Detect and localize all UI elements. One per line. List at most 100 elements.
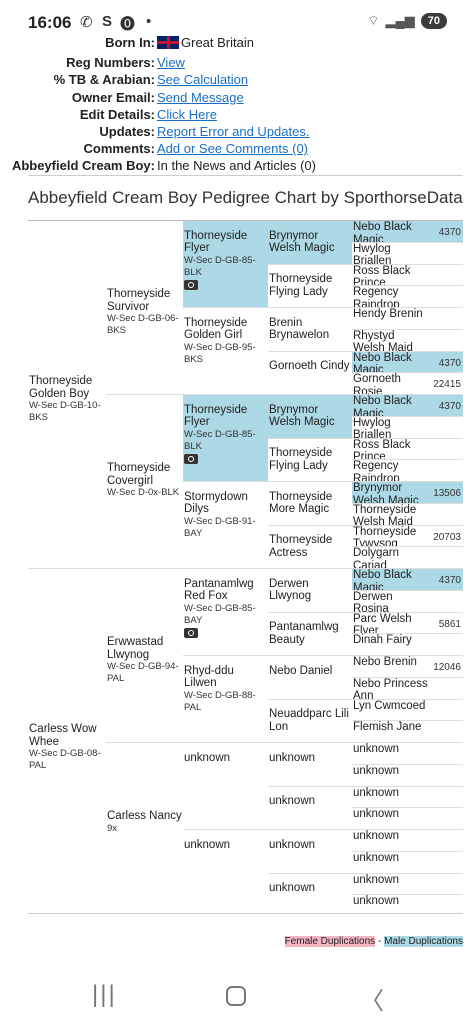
pedigree-g5-16[interactable]: Nebo Black Magic 4370 xyxy=(352,569,463,590)
comments-link[interactable]: Add or See Comments (0) xyxy=(157,141,309,156)
horse-name: unknown xyxy=(269,751,316,764)
horse-name: Nebo Black Magic xyxy=(353,569,412,590)
camera-icon[interactable] xyxy=(184,279,198,290)
pedigree-g5-24[interactable]: unknown xyxy=(352,743,463,764)
pedigree-g5-29[interactable]: unknown xyxy=(352,852,463,873)
pedigree-g4-3[interactable]: Gornoeth Cindy xyxy=(268,352,352,395)
pedigree-cell-content: Nebo Brenin xyxy=(353,656,428,669)
horse-name: Derwen Rosina xyxy=(353,590,393,612)
pedigree-divider xyxy=(352,655,463,656)
pedigree-g4-7[interactable]: Thorneyside Actress xyxy=(268,526,352,569)
pedigree-g5-23[interactable]: Flemish Jane xyxy=(352,721,463,742)
camera-icon[interactable] xyxy=(184,627,198,638)
pedigree-g2-0[interactable]: Thorneyside Survivor W-Sec D-GB-06-BKS xyxy=(106,221,183,394)
pedigree-cell-content: Neuaddparc Lili Lon xyxy=(269,708,351,733)
pedigree-g5-27[interactable]: unknown xyxy=(352,808,463,829)
horse-name: Brynymor Welsh Magic xyxy=(269,229,335,255)
pedigree-g3-0[interactable]: Thorneyside Flyer W-Sec D-GB-85-BLK xyxy=(183,221,268,307)
pedigree-g1-1[interactable]: Carless Wow Whee W-Sec D-GB-08-PAL xyxy=(28,569,106,916)
pedigree-g4-8[interactable]: Derwen Llwynog xyxy=(268,569,352,612)
pedigree-g5-3[interactable]: Regency Raindrop xyxy=(352,286,463,307)
back-button[interactable]: 〈 xyxy=(360,988,384,1015)
pedigree-g5-1[interactable]: Hwylog Briallen xyxy=(352,243,463,264)
pedigree-g2-2[interactable]: Erwwastad Llwynog W-Sec D-GB-94-PAL xyxy=(106,569,183,742)
click-here-link[interactable]: Click Here xyxy=(157,107,217,122)
pedigree-g5-30[interactable]: unknown xyxy=(352,874,463,895)
pedigree-g5-4[interactable]: Hendy Brenin xyxy=(352,308,463,329)
comments-label: Comments: xyxy=(83,141,155,156)
pedigree-g3-7[interactable]: unknown xyxy=(183,830,268,916)
pedigree-top-rule xyxy=(28,220,463,221)
pedigree-g4-12[interactable]: unknown xyxy=(268,743,352,786)
pedigree-g2-1[interactable]: Thorneyside Covergirl W-Sec D-0x-BLK xyxy=(106,395,183,568)
camera-icon[interactable] xyxy=(184,453,198,464)
pedigree-g3-6[interactable]: unknown xyxy=(183,743,268,829)
pedigree-g5-21[interactable]: Nebo Princess Ann xyxy=(352,678,463,699)
horse-id-number: 20703 xyxy=(433,531,461,543)
pedigree-g3-1[interactable]: Thorneyside Golden Girl W-Sec D-GB-95-BKS xyxy=(183,308,268,394)
pedigree-g5-11[interactable]: Regency Raindrop xyxy=(352,460,463,481)
home-button[interactable] xyxy=(226,986,246,1006)
pedigree-g5-8[interactable]: Nebo Black Magic 4370 xyxy=(352,395,463,416)
pedigree-divider xyxy=(352,611,463,613)
pedigree-g5-26[interactable]: unknown xyxy=(352,787,463,808)
pedigree-g5-9[interactable]: Hwylog Briallen xyxy=(352,417,463,438)
pedigree-g5-31[interactable]: unknown xyxy=(352,895,463,916)
pedigree-cell-content: Ross Black Prince xyxy=(353,439,428,460)
pedigree-g5-0[interactable]: Nebo Black Magic 4370 xyxy=(352,221,463,242)
pedigree-g2-3[interactable]: Carless Nancy 9x xyxy=(106,743,183,916)
pedigree-g4-13[interactable]: unknown xyxy=(268,787,352,830)
pedigree-cell-content: Ross Black Prince xyxy=(353,265,428,286)
pedigree-g5-5[interactable]: Rhystyd Welsh Maid xyxy=(352,330,463,351)
pedigree-cell-content: unknown xyxy=(353,852,428,865)
pedigree-g5-18[interactable]: Parc Welsh Flyer 5861 xyxy=(352,613,463,634)
horse-name: Flemish Jane xyxy=(353,721,422,734)
news-value: In the News and Articles (0) xyxy=(157,158,316,173)
pedigree-g4-9[interactable]: Pantanamlwg Beauty xyxy=(268,613,352,656)
pedigree-g4-2[interactable]: Brenin Brynawelon xyxy=(268,308,352,351)
horse-name: Thorneyside Golden Girl xyxy=(184,316,248,342)
pedigree-g5-17[interactable]: Derwen Rosina xyxy=(352,591,463,612)
pedigree-g5-7[interactable]: Gornoeth Rosie 22415 xyxy=(352,373,463,394)
reg-numbers-link[interactable]: View xyxy=(157,55,185,70)
pedigree-g5-6[interactable]: Nebo Black Magic 4370 xyxy=(352,351,463,373)
pedigree-g5-15[interactable]: Dolygarn Cariad xyxy=(352,547,463,568)
pedigree-g5-19[interactable]: Dinah Fairy xyxy=(352,634,463,655)
pedigree-g1-0[interactable]: Thorneyside Golden Boy W-Sec D-GB-10-BKS xyxy=(28,221,106,568)
pedigree-g4-15[interactable]: unknown xyxy=(268,874,352,917)
horse-name: Hendy Brenin xyxy=(353,308,423,320)
pedigree-g4-4[interactable]: Brynymor Welsh Magic xyxy=(268,395,352,438)
pedigree-g5-20[interactable]: Nebo Brenin 12046 xyxy=(352,656,463,677)
report-error-link[interactable]: Report Error and Updates. xyxy=(157,124,310,139)
pedigree-divider xyxy=(352,372,463,374)
horse-registration: W-Sec D-GB-94-PAL xyxy=(107,661,179,684)
horse-name: Stormydown Dilys xyxy=(184,490,248,516)
recents-button[interactable]: ||| xyxy=(92,981,117,1008)
pedigree-g5-25[interactable]: unknown xyxy=(352,765,463,786)
pedigree-g4-11[interactable]: Neuaddparc Lili Lon xyxy=(268,700,352,743)
pedigree-g5-12[interactable]: Brynymor Welsh Magic 13506 xyxy=(352,482,463,503)
reg-label: Reg Numbers: xyxy=(66,55,155,70)
born-value: Great Britain xyxy=(181,35,254,50)
pedigree-g5-10[interactable]: Ross Black Prince xyxy=(352,439,463,460)
see-calculation-link[interactable]: See Calculation xyxy=(157,72,249,87)
horse-registration: W-Sec D-GB-85-BAY xyxy=(184,602,256,626)
pedigree-cell-content: Nebo Daniel xyxy=(269,665,351,678)
pedigree-g4-14[interactable]: unknown xyxy=(268,830,352,873)
pedigree-g4-1[interactable]: Thorneyside Flying Lady xyxy=(268,265,352,308)
pedigree-g5-14[interactable]: Thorneyside Tywysog 20703 xyxy=(352,526,463,547)
divider xyxy=(28,913,463,914)
pedigree-g4-6[interactable]: Thorneyside More Magic xyxy=(268,482,352,525)
pedigree-g4-5[interactable]: Thorneyside Flying Lady xyxy=(268,439,352,482)
pedigree-g3-3[interactable]: Stormydown Dilys W-Sec D-GB-91-BAY xyxy=(183,482,268,568)
pedigree-g4-10[interactable]: Nebo Daniel xyxy=(268,656,352,699)
pedigree-g5-28[interactable]: unknown xyxy=(352,830,463,851)
pedigree-g5-13[interactable]: Thorneyside Welsh Maid xyxy=(352,504,463,525)
pedigree-g5-22[interactable]: Lyn Cwmcoed xyxy=(352,700,463,721)
pedigree-g4-0[interactable]: Brynymor Welsh Magic xyxy=(268,221,352,264)
pedigree-g3-4[interactable]: Pantanamlwg Red Fox W-Sec D-GB-85-BAY xyxy=(183,569,268,655)
pedigree-g3-5[interactable]: Rhyd-ddu Lilwen W-Sec D-GB-88-PAL xyxy=(183,656,268,742)
pedigree-g5-2[interactable]: Ross Black Prince xyxy=(352,265,463,286)
pedigree-g3-2[interactable]: Thorneyside Flyer W-Sec D-GB-85-BLK xyxy=(183,395,268,481)
send-message-link[interactable]: Send Message xyxy=(157,90,244,105)
